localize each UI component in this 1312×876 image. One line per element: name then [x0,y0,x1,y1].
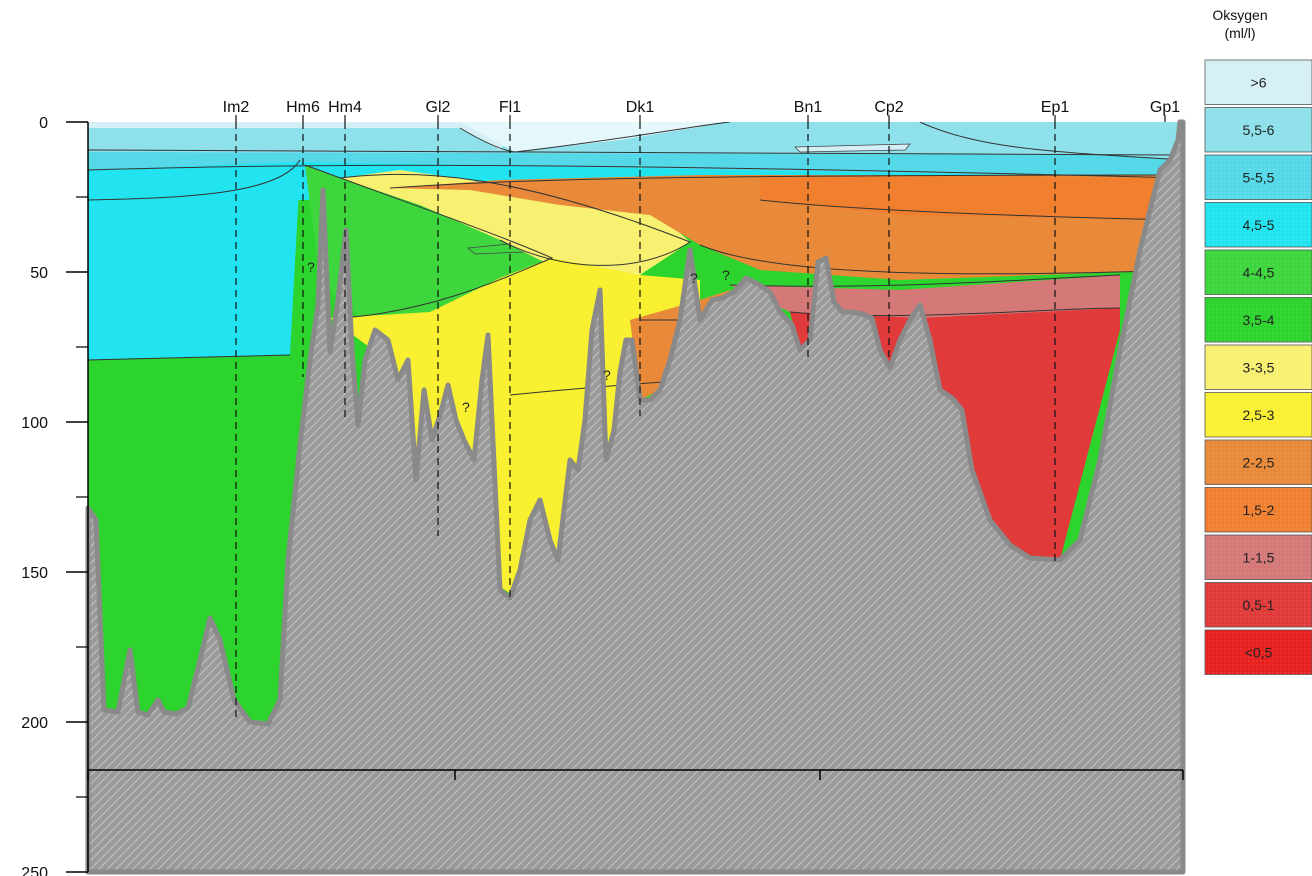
legend-swatch-texture [1205,345,1312,390]
legend-swatch-texture [1205,155,1312,200]
layer-gt6-b [460,122,730,152]
seabed [85,119,1186,875]
annotations: ? ? ? ? ? [307,259,730,415]
y-tick-label: 50 [30,265,48,282]
annotation-mark: ? [307,259,315,275]
station-label-fl1: Fl1 [499,99,521,116]
y-tick-label: 0 [39,115,48,132]
legend-swatch-texture [1205,535,1312,580]
lens-5-5-6 [794,143,911,153]
layer-yellow-light [340,170,690,275]
legend-label: 3-3,5 [1243,359,1275,375]
layer-cyan-left [88,170,300,360]
legend-label: <0,5 [1245,644,1273,660]
legend-title-line1: Oksygen [1212,7,1267,23]
station-lines [235,115,1166,722]
legend-swatch-texture [1205,630,1312,675]
legend-label: 5-5,5 [1243,169,1275,185]
station-label-dk1: Dk1 [626,99,655,116]
legend-label: 0,5-1 [1243,597,1275,613]
legend-label: 5,5-6 [1243,122,1275,138]
legend-label: 4,5-5 [1243,217,1275,233]
legend-title-line2: (ml/l) [1224,25,1255,41]
legend-swatch-texture [1205,582,1312,627]
legend-label: >6 [1251,74,1267,90]
legend-swatch-texture [1205,487,1312,532]
y-tick-label: 200 [21,715,48,732]
legend-label: 1-1,5 [1243,549,1275,565]
station-label-gl2: Gl2 [426,99,451,116]
annotation-mark: ? [722,267,730,283]
y-tick-label: 150 [21,565,48,582]
station-label-bn1: Bn1 [794,99,823,116]
y-tick-label: 100 [21,415,48,432]
legend-label: 2,5-3 [1243,407,1275,423]
legend-swatch-texture [1205,250,1312,295]
legend-items: >6 5,5-6 5-5,5 4,5-5 4-4,5 3,5-4 3-3,5 2,5-3 2-2… [1204,59,1312,675]
station-label-hm4: Hm4 [328,99,362,116]
layer-green-mid [305,165,552,318]
layer-5-5-6 [88,122,1183,155]
legend-swatch-texture [1205,297,1312,342]
y-axis-ticks: 0 50 100 150 200 250 [21,115,88,876]
station-label-cp2: Cp2 [874,99,903,116]
legend-label: 2-2,5 [1243,454,1275,470]
legend-swatch-texture [1205,392,1312,437]
station-label-hm6: Hm6 [286,99,320,116]
legend: Oksygen (ml/l) >6 5,5-6 5-5,5 4,5-5 4-4,5 3,5… [1204,7,1312,675]
legend-label: 1,5-2 [1243,502,1275,518]
annotation-mark: ? [603,367,611,383]
station-label-gp1: Gp1 [1150,99,1180,116]
y-tick-label: 250 [21,865,48,876]
station-label-ep1: Ep1 [1041,99,1070,116]
legend-swatch-texture [1205,60,1312,105]
legend-swatch-texture [1205,202,1312,247]
annotation-mark: ? [462,399,470,415]
annotation-mark: ? [690,270,698,286]
layer-surface-right [920,122,1183,160]
legend-swatch-texture [1205,107,1312,152]
legend-label: 3,5-4 [1243,312,1275,328]
legend-label: 4-4,5 [1243,264,1275,280]
station-labels: Im2 Hm6 Hm4 Gl2 Fl1 Dk1 Bn1 Cp2 Ep1 Gp1 [223,99,1181,116]
station-label-im2: Im2 [223,99,250,116]
legend-swatch-texture [1205,440,1312,485]
